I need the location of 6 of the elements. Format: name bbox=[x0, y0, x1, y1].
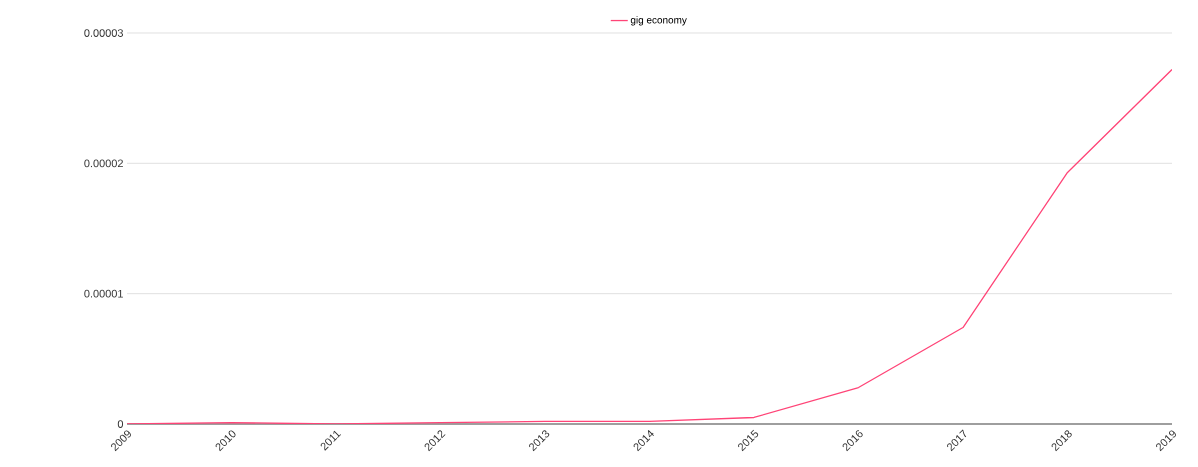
y-tick-label: 0.00003 bbox=[84, 29, 123, 37]
y-tick-label: 0.00002 bbox=[84, 159, 123, 168]
y-tick-label: 0.00001 bbox=[84, 289, 123, 298]
y-tick-label: 0 bbox=[117, 420, 124, 428]
legend-label: gig economy bbox=[630, 16, 687, 26]
line-series bbox=[127, 68, 1172, 424]
